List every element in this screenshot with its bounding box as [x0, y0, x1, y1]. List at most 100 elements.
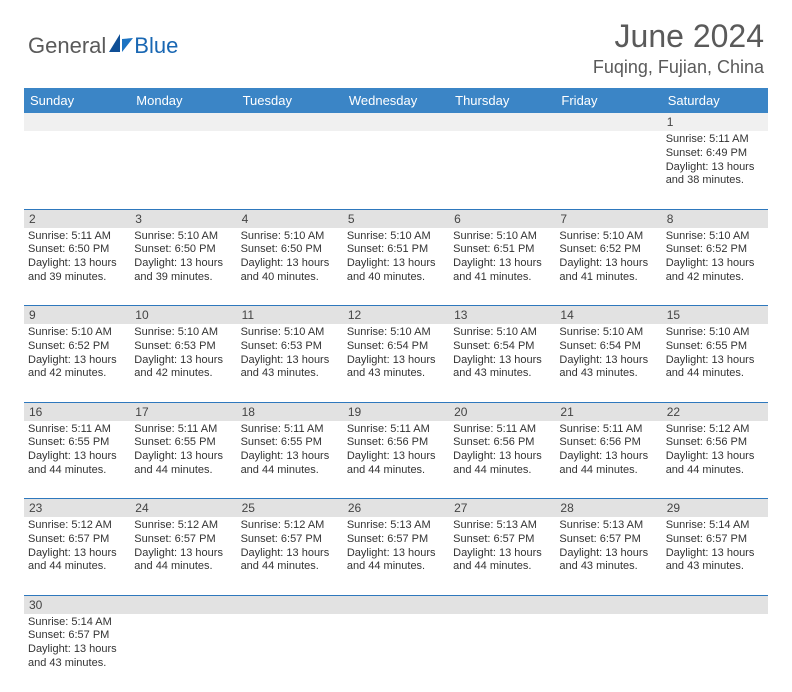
day-cell: Sunrise: 5:10 AMSunset: 6:53 PMDaylight:…	[130, 324, 236, 402]
day-number: 8	[662, 209, 768, 228]
day-detail-line: Sunrise: 5:10 AM	[134, 326, 232, 340]
day-number	[449, 595, 555, 614]
day-cell: Sunrise: 5:10 AMSunset: 6:51 PMDaylight:…	[343, 228, 449, 306]
day-detail-line: and 44 minutes.	[28, 560, 126, 574]
day-cell: Sunrise: 5:10 AMSunset: 6:55 PMDaylight:…	[662, 324, 768, 402]
day-detail-line: Sunrise: 5:13 AM	[453, 519, 551, 533]
day-detail-line: Daylight: 13 hours	[347, 450, 445, 464]
day-detail-line: and 44 minutes.	[453, 464, 551, 478]
day-detail-line: Sunset: 6:57 PM	[666, 533, 764, 547]
day-detail-line: and 44 minutes.	[347, 464, 445, 478]
day-detail-line: Daylight: 13 hours	[347, 547, 445, 561]
day-detail-line: Daylight: 13 hours	[666, 450, 764, 464]
day-detail-line: Sunset: 6:55 PM	[134, 436, 232, 450]
day-detail-line: Sunrise: 5:11 AM	[28, 423, 126, 437]
day-number	[555, 113, 661, 131]
day-detail-line: and 42 minutes.	[134, 367, 232, 381]
day-number: 10	[130, 306, 236, 325]
day-cell: Sunrise: 5:13 AMSunset: 6:57 PMDaylight:…	[343, 517, 449, 595]
day-detail-line: Sunset: 6:51 PM	[453, 243, 551, 257]
day-content-row: Sunrise: 5:14 AMSunset: 6:57 PMDaylight:…	[24, 614, 768, 692]
day-content-row: Sunrise: 5:11 AM Sunset: 6:50 PM Daylight:…	[24, 228, 768, 306]
day-number: 23	[24, 499, 130, 518]
day-detail-line: and 44 minutes.	[559, 464, 657, 478]
day-detail-line: Daylight: 13 hours	[453, 257, 551, 271]
day-detail-line: Sunrise: 5:12 AM	[241, 519, 339, 533]
day-detail-line: Sunset: 6:50 PM	[134, 243, 232, 257]
day-number: 6	[449, 209, 555, 228]
day-detail-line: Sunrise: 5:11 AM	[134, 423, 232, 437]
day-detail-line: Sunrise: 5:11 AM	[347, 423, 445, 437]
day-detail-line: Daylight: 13 hours	[453, 450, 551, 464]
day-cell: Sunrise: 5:12 AMSunset: 6:57 PMDaylight:…	[130, 517, 236, 595]
day-detail-line: Sunset: 6:49 PM	[666, 147, 764, 161]
day-number	[343, 113, 449, 131]
day-detail-line: and 44 minutes.	[241, 560, 339, 574]
day-detail-line: Sunrise: 5:12 AM	[28, 519, 126, 533]
day-header: Wednesday	[343, 88, 449, 113]
day-number: 22	[662, 402, 768, 421]
day-detail-line: Sunrise: 5:10 AM	[347, 326, 445, 340]
day-number: 7	[555, 209, 661, 228]
day-detail-line: and 41 minutes.	[453, 271, 551, 285]
day-cell: Sunrise: 5:10 AMSunset: 6:50 PMDaylight:…	[130, 228, 236, 306]
day-cell: Sunrise: 5:11 AMSunset: 6:50 PMDaylight:…	[24, 228, 130, 306]
day-number	[555, 595, 661, 614]
day-detail-line: and 38 minutes.	[666, 174, 764, 188]
month-title: June 2024	[593, 18, 764, 55]
day-number: 21	[555, 402, 661, 421]
day-detail-line: and 43 minutes.	[559, 367, 657, 381]
day-detail-line: and 44 minutes.	[347, 560, 445, 574]
day-header: Sunday	[24, 88, 130, 113]
day-detail-line: Sunrise: 5:11 AM	[28, 230, 126, 244]
day-detail-line: Sunset: 6:57 PM	[28, 533, 126, 547]
day-detail-line: Sunset: 6:55 PM	[241, 436, 339, 450]
day-number: 2	[24, 209, 130, 228]
day-number-row: 1	[24, 113, 768, 131]
day-detail-line: Sunrise: 5:11 AM	[453, 423, 551, 437]
day-detail-line: Sunrise: 5:10 AM	[347, 230, 445, 244]
day-cell: Sunrise: 5:13 AMSunset: 6:57 PMDaylight:…	[449, 517, 555, 595]
day-header: Monday	[130, 88, 236, 113]
day-number: 26	[343, 499, 449, 518]
day-cell: Sunrise: 5:11 AMSunset: 6:56 PMDaylight:…	[343, 421, 449, 499]
day-number	[130, 113, 236, 131]
day-detail-line: and 43 minutes.	[241, 367, 339, 381]
day-detail-line: Daylight: 13 hours	[28, 257, 126, 271]
day-number: 20	[449, 402, 555, 421]
day-header: Friday	[555, 88, 661, 113]
day-number: 13	[449, 306, 555, 325]
day-detail-line: and 44 minutes.	[134, 464, 232, 478]
day-cell: Sunrise: 5:10 AMSunset: 6:52 PMDaylight:…	[555, 228, 661, 306]
day-detail-line: and 43 minutes.	[453, 367, 551, 381]
day-detail-line: Daylight: 13 hours	[241, 354, 339, 368]
day-cell	[343, 131, 449, 209]
day-number: 16	[24, 402, 130, 421]
day-detail-line: Sunset: 6:53 PM	[241, 340, 339, 354]
day-detail-line: Daylight: 13 hours	[559, 257, 657, 271]
day-number	[130, 595, 236, 614]
day-cell	[130, 614, 236, 692]
day-number: 1	[662, 113, 768, 131]
day-detail-line: and 40 minutes.	[241, 271, 339, 285]
day-number-row: 16171819202122	[24, 402, 768, 421]
day-number: 19	[343, 402, 449, 421]
day-number	[662, 595, 768, 614]
day-detail-line: Sunrise: 5:14 AM	[28, 616, 126, 630]
day-detail-line: and 44 minutes.	[241, 464, 339, 478]
day-number: 18	[237, 402, 343, 421]
day-detail-line: and 44 minutes.	[28, 464, 126, 478]
day-detail-line: Sunrise: 5:10 AM	[453, 326, 551, 340]
day-detail-line: Daylight: 13 hours	[347, 257, 445, 271]
day-detail-line: Sunset: 6:56 PM	[347, 436, 445, 450]
day-number: 24	[130, 499, 236, 518]
day-number: 3	[130, 209, 236, 228]
day-number: 14	[555, 306, 661, 325]
day-detail-line: Sunset: 6:53 PM	[134, 340, 232, 354]
day-cell: Sunrise: 5:11 AMSunset: 6:49 PMDaylight:…	[662, 131, 768, 209]
logo-general: General	[28, 33, 106, 59]
day-detail-line: Sunrise: 5:10 AM	[241, 230, 339, 244]
title-block: June 2024 Fuqing, Fujian, China	[593, 18, 764, 78]
day-number: 17	[130, 402, 236, 421]
day-detail-line: Sunset: 6:54 PM	[559, 340, 657, 354]
